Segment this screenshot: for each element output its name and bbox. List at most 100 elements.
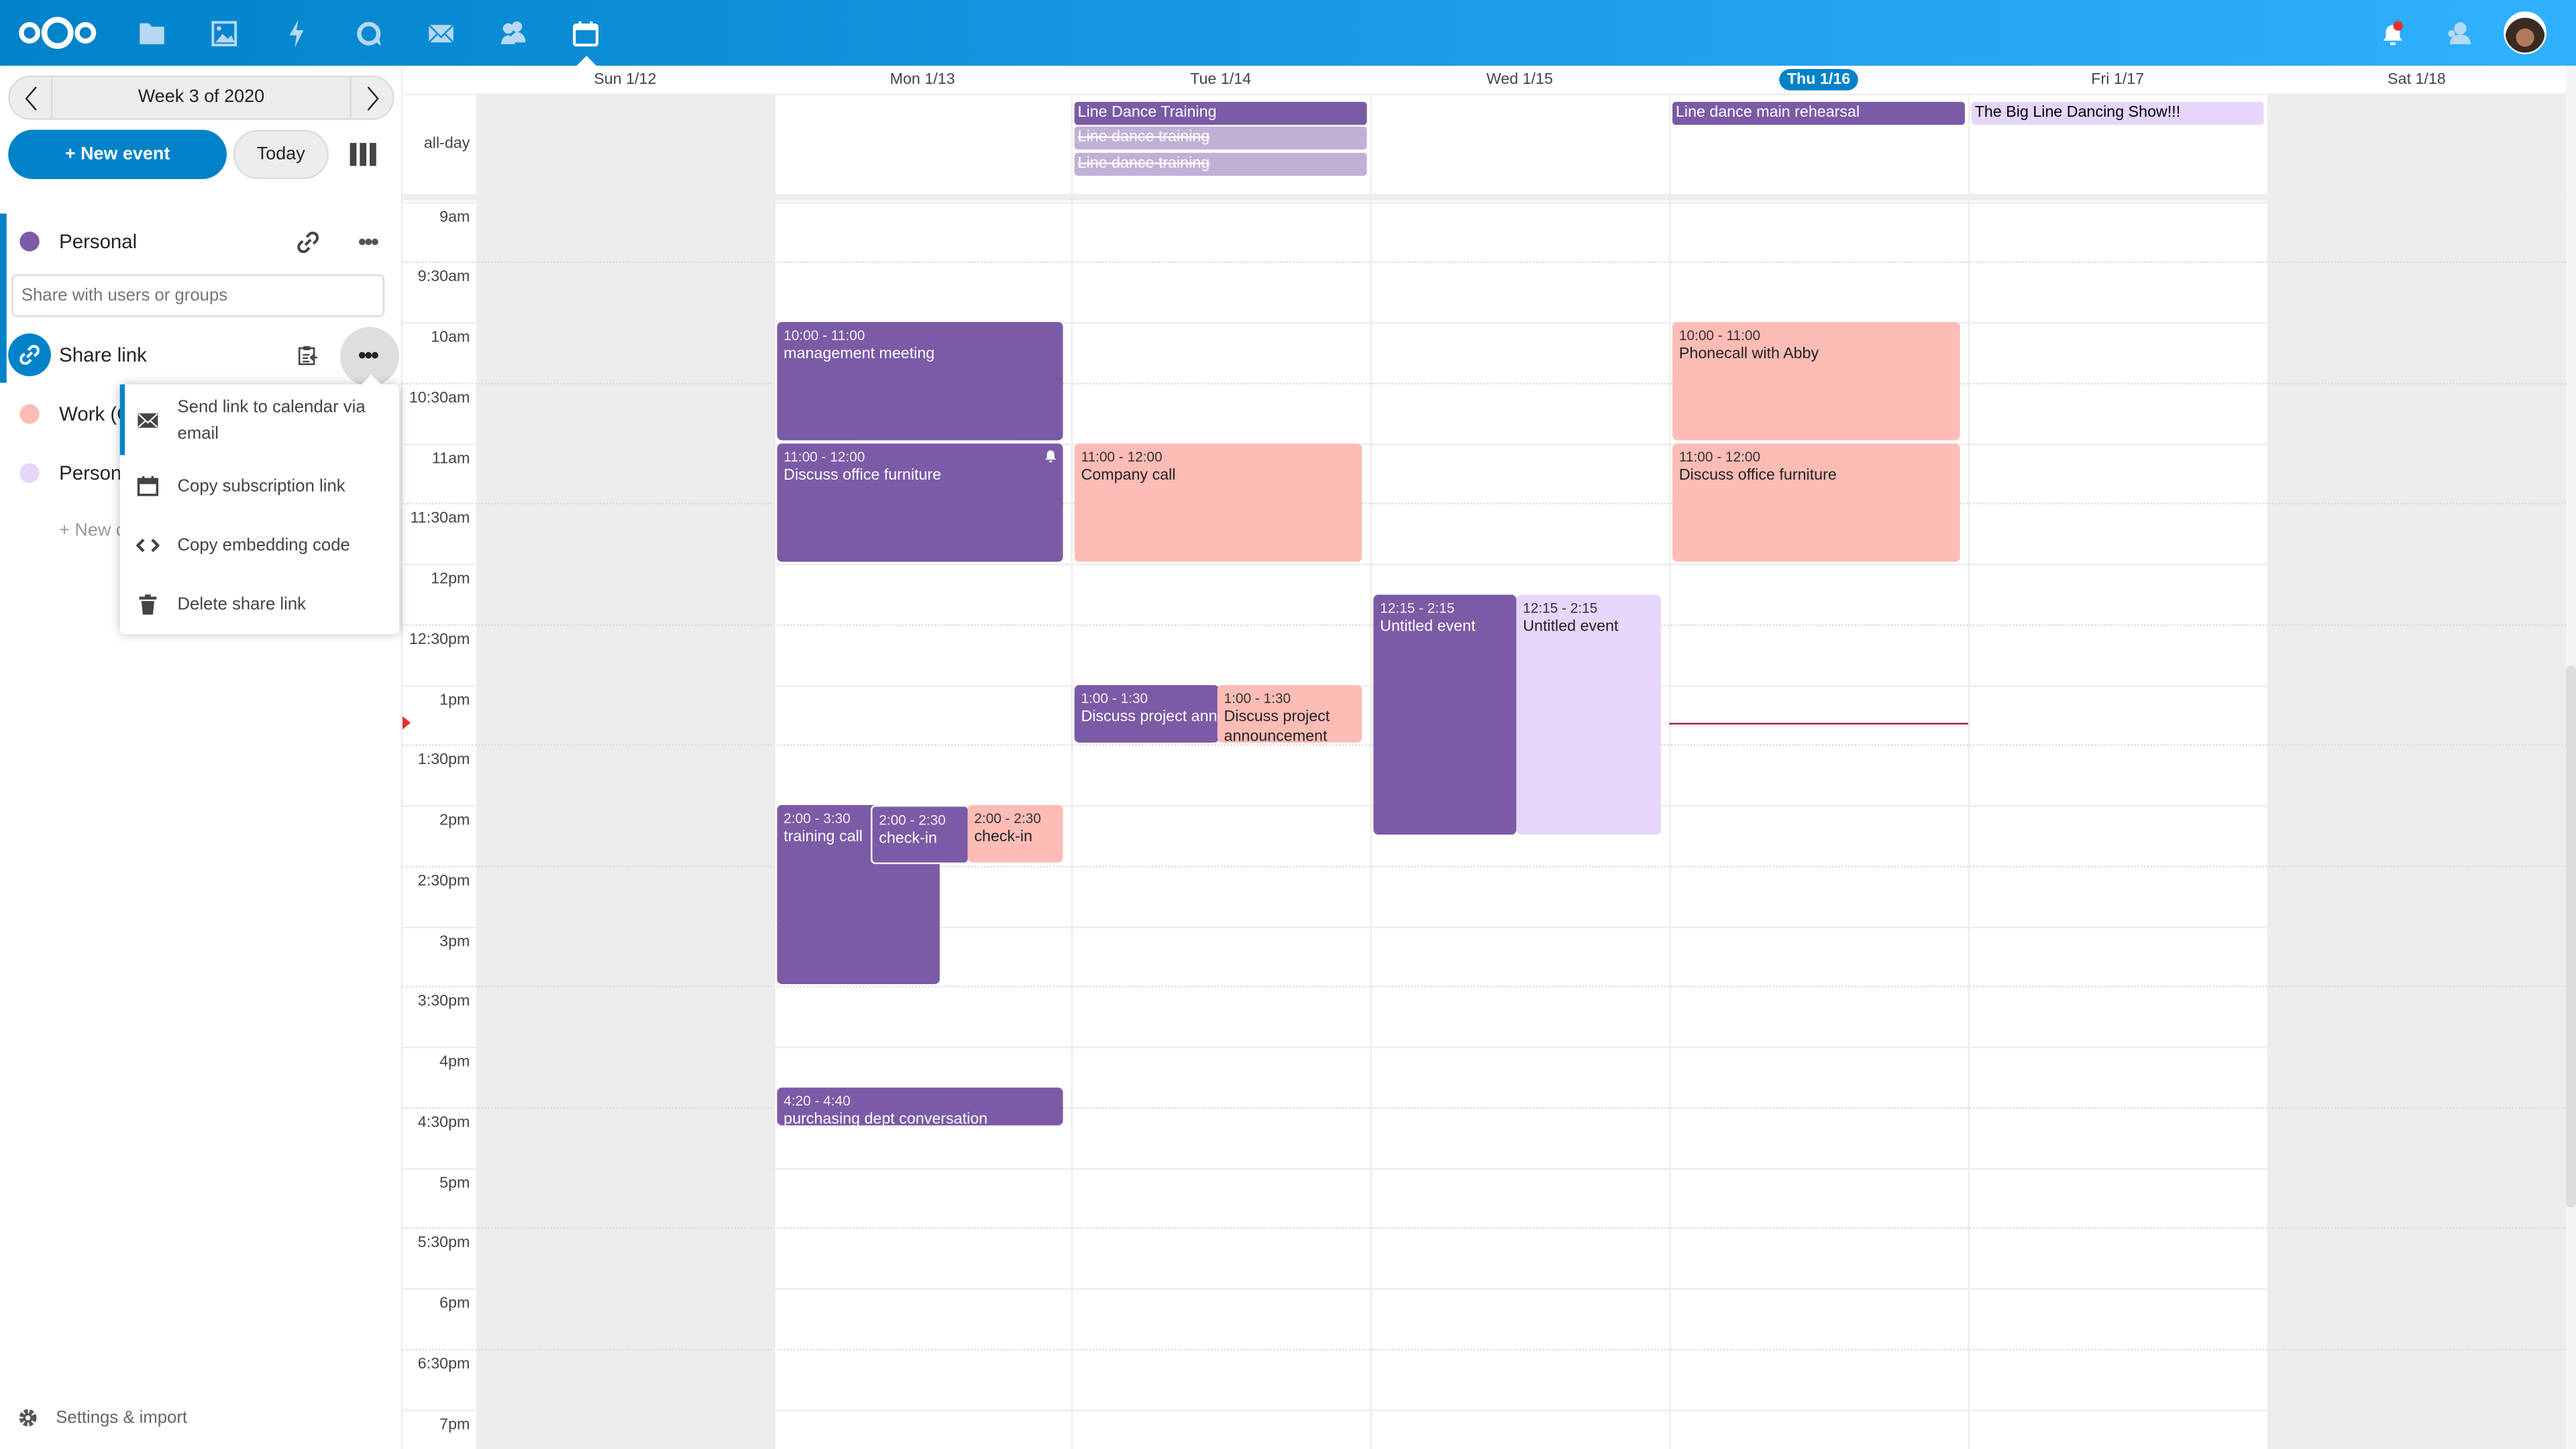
menu-item-delete-share-link[interactable]: Delete share link	[120, 592, 398, 618]
menu-active-indicator	[119, 384, 125, 455]
grid-line	[402, 503, 2567, 505]
code-icon	[136, 538, 160, 553]
weekend-column-sun	[476, 95, 774, 1449]
day-header[interactable]: Fri 1/17	[1968, 66, 2267, 95]
notifications-bell-icon[interactable]	[2375, 16, 2408, 49]
calendar-color-dot	[19, 404, 40, 424]
time-label: 6pm	[439, 1294, 470, 1313]
today-badge: Thu 1/16	[1778, 68, 1859, 91]
scrollbar-thumb[interactable]	[2566, 665, 2576, 1208]
event[interactable]: 11:00 - 12:00 Discuss office furniture	[777, 443, 1063, 562]
more-options-icon[interactable]: •••	[358, 228, 379, 255]
allday-event[interactable]: Line Dance Training	[1074, 101, 1367, 125]
day-column[interactable]	[1370, 95, 1669, 1449]
grid-line	[402, 443, 2567, 445]
contacts-icon[interactable]	[496, 16, 529, 49]
week-label[interactable]: Week 3 of 2020	[138, 87, 265, 107]
day-label: Sun 1/12	[594, 70, 657, 89]
calendar-icon[interactable]	[568, 16, 601, 49]
day-header[interactable]: Sat 1/18	[2267, 66, 2567, 95]
grid-line	[402, 382, 2567, 384]
allday-event-cancelled[interactable]: Line dance training	[1074, 126, 1367, 150]
calendar-item-work[interactable]: Work (C	[0, 386, 402, 442]
new-calendar-button[interactable]: + New c	[59, 521, 125, 541]
event[interactable]: 4:20 - 4:40 purchasing dept conversation	[777, 1087, 1063, 1126]
talk-icon[interactable]	[352, 16, 384, 49]
calendar-color-dot	[19, 463, 40, 484]
notification-badge	[2392, 19, 2402, 30]
today-button[interactable]: Today	[233, 129, 329, 179]
event[interactable]: 12:15 - 2:15 Untitled event	[1373, 594, 1517, 835]
day-column[interactable]	[1968, 95, 2267, 1449]
allday-event-cancelled[interactable]: Line dance training	[1074, 152, 1367, 176]
time-label: 11am	[431, 449, 470, 468]
day-column[interactable]	[773, 95, 1071, 1449]
contacts-menu-icon[interactable]	[2441, 16, 2474, 49]
grid-line	[402, 201, 2567, 203]
calendar-item-personal[interactable]: Personal •••	[0, 213, 402, 269]
photos-icon[interactable]	[207, 16, 240, 49]
time-label: 3pm	[439, 932, 470, 951]
previous-week-button[interactable]	[10, 77, 53, 119]
grid-line	[402, 1228, 2567, 1230]
menu-item-send-link-email[interactable]: Send link to calendar via email	[120, 394, 398, 447]
grid-line	[402, 986, 2567, 988]
time-label: 9:30am	[417, 268, 470, 286]
day-header[interactable]: Mon 1/13	[773, 66, 1071, 95]
time-label: 4:30pm	[417, 1113, 470, 1132]
settings-import-button[interactable]: Settings & import	[16, 1406, 187, 1429]
day-column[interactable]	[476, 95, 773, 1449]
link-icon[interactable]	[297, 231, 319, 252]
day-label: Fri 1/17	[2091, 70, 2145, 89]
new-event-button[interactable]: + New event	[8, 129, 227, 179]
calendar-color-dot	[19, 231, 40, 252]
event[interactable]: 2:00 - 2:30 check-in	[967, 805, 1063, 863]
copy-clipboard-icon[interactable]	[297, 343, 319, 366]
day-header[interactable]: Wed 1/15	[1370, 66, 1669, 95]
event[interactable]: 10:00 - 11:00 Phonecall with Abby	[1672, 322, 1960, 441]
chevron-right-icon	[366, 85, 378, 110]
allday-separator	[402, 193, 2567, 201]
day-label: Mon 1/13	[890, 70, 955, 89]
event[interactable]: 12:15 - 2:15 Untitled event	[1516, 594, 1661, 835]
grid-line	[402, 322, 2567, 324]
time-label: 2:30pm	[417, 871, 470, 890]
activity-icon[interactable]	[279, 16, 312, 49]
user-avatar[interactable]	[2504, 11, 2546, 54]
calendar-icon	[137, 476, 159, 496]
scrollbar[interactable]	[2566, 65, 2576, 1449]
mail-icon	[138, 413, 158, 428]
time-label: 10:30am	[409, 388, 470, 407]
files-icon[interactable]	[135, 16, 168, 49]
day-column[interactable]	[2267, 95, 2567, 1449]
day-header[interactable]: Tue 1/14	[1071, 66, 1371, 95]
more-options-icon[interactable]: •••	[358, 341, 379, 368]
allday-event[interactable]: The Big Line Dancing Show!!!	[1971, 101, 2264, 125]
event[interactable]: 11:00 - 12:00 Discuss office furniture	[1672, 443, 1960, 562]
time-label: 5:30pm	[417, 1234, 470, 1252]
day-column[interactable]	[1071, 95, 1371, 1449]
time-label: 12:30pm	[409, 630, 470, 649]
day-header[interactable]: Thu 1/16	[1669, 66, 1968, 95]
event[interactable]: 10:00 - 11:00 management meeting	[777, 322, 1063, 441]
event[interactable]: 11:00 - 12:00 Company call	[1074, 443, 1362, 562]
allday-event[interactable]: Line dance main rehearsal	[1672, 101, 1966, 125]
share-link-row[interactable]: Share link •••	[0, 327, 402, 386]
day-column[interactable]	[1669, 95, 1968, 1449]
grid-line	[402, 262, 2567, 264]
share-with-users-input[interactable]	[11, 274, 385, 317]
next-week-button[interactable]	[350, 77, 393, 119]
nextcloud-logo[interactable]	[16, 15, 98, 59]
grid-line	[402, 926, 2567, 928]
chevron-left-icon	[24, 85, 36, 110]
menu-item-copy-embedding-code[interactable]: Copy embedding code	[120, 532, 398, 558]
view-switcher-icon[interactable]	[350, 143, 376, 166]
menu-item-copy-subscription-link[interactable]: Copy subscription link	[120, 473, 398, 499]
event[interactable]: 2:00 - 2:30 check-in	[870, 805, 969, 865]
mail-icon[interactable]	[424, 16, 457, 49]
day-header[interactable]: Sun 1/12	[476, 66, 773, 95]
alarm-bell-icon	[1044, 450, 1057, 463]
